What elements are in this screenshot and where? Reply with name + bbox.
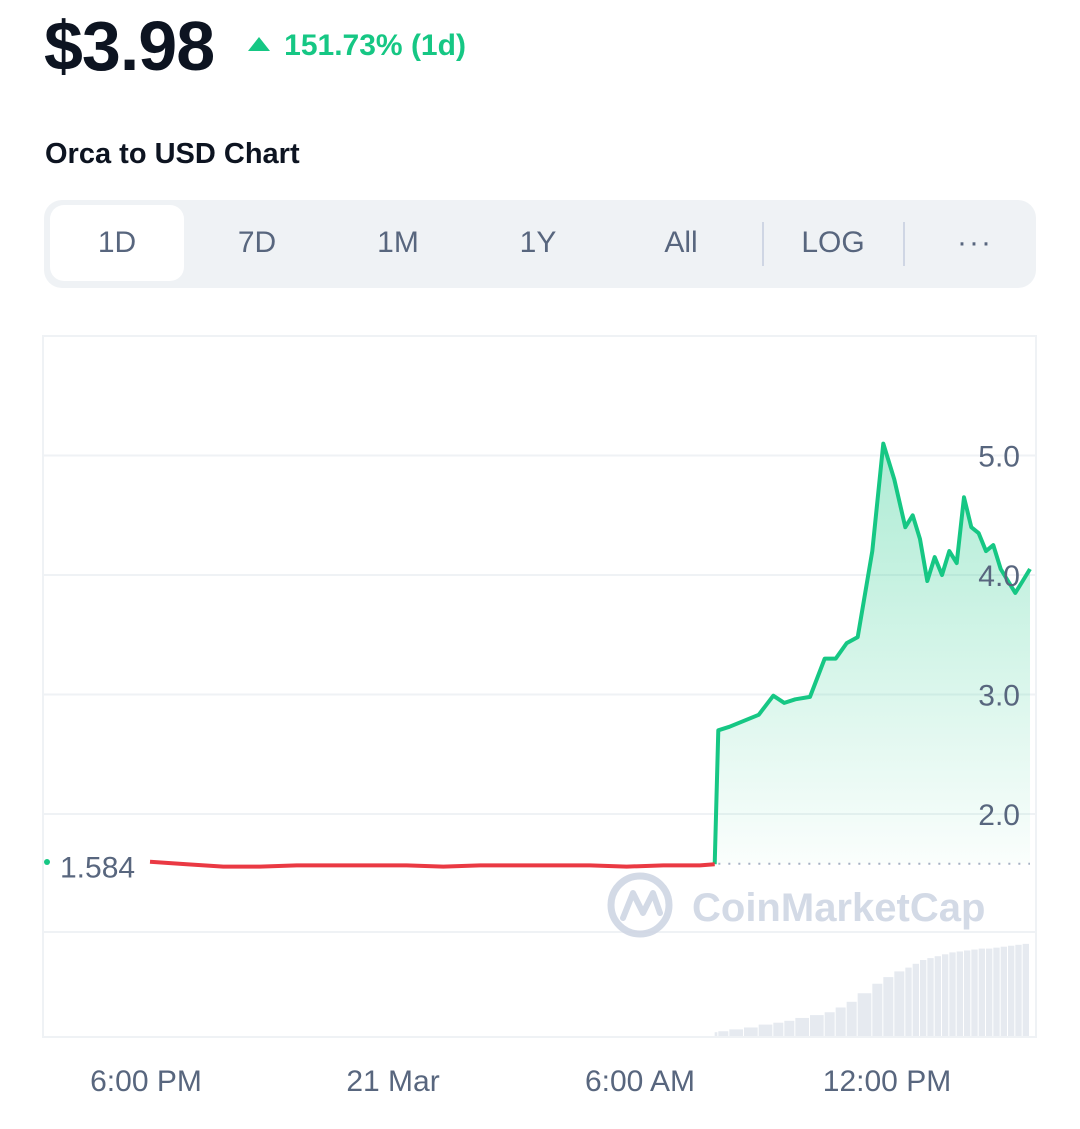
volume-bar [718, 1031, 729, 1036]
tab-divider [762, 222, 764, 266]
baseline-marker [44, 859, 50, 865]
y-tick-labels: 2.0 3.0 4.0 5.0 [978, 441, 1020, 833]
volume-bars [714, 943, 1029, 1036]
price-change-value: 151.73% (1d) [284, 29, 466, 62]
coinmarketcap-logo-wave [620, 890, 663, 921]
watermark: CoinMarketCap [607, 872, 985, 938]
price-line-below-baseline [149, 859, 715, 869]
chart-frame [42, 335, 1037, 1038]
volume-bar [1022, 943, 1029, 1036]
volume-bar [810, 1015, 824, 1036]
volume-bar [956, 951, 963, 1036]
x-tick-label: 12:00 PM [823, 1065, 951, 1098]
watermark-text: CoinMarketCap [692, 886, 985, 930]
volume-bar [978, 948, 985, 1036]
x-tick-labels: 6:00 PM 21 Mar 6:00 AM 12:00 PM [90, 1065, 951, 1098]
volume-bar [758, 1024, 773, 1036]
volume-bar [920, 960, 927, 1036]
volume-bar [714, 1032, 718, 1036]
tab-divider [903, 222, 905, 266]
volume-bar [846, 1001, 857, 1036]
y-tick-label: 5.0 [978, 441, 1020, 474]
volume-bar [857, 993, 872, 1036]
tab-1y[interactable]: 1Y [519, 226, 557, 259]
price-line [712, 441, 1032, 865]
tab-7d[interactable]: 7D [237, 226, 277, 259]
up-triangle-icon [248, 37, 271, 51]
volume-bar [912, 963, 919, 1036]
volume-bar [927, 958, 934, 1036]
tab-log[interactable]: LOG [801, 226, 865, 259]
volume-bar [894, 971, 905, 1036]
volume-bar [1008, 945, 1015, 1036]
volume-bar [971, 949, 978, 1036]
x-tick-label: 21 Mar [346, 1065, 439, 1098]
volume-bar [835, 1007, 846, 1036]
timeframe-tabs: 1D 7D 1M 1Y All LOG ··· [44, 200, 1036, 288]
volume-bar [986, 948, 993, 1036]
volume-bar [795, 1017, 809, 1036]
tab-1d[interactable]: 1D [50, 205, 184, 281]
y-tick-label: 2.0 [978, 799, 1020, 832]
tab-1m[interactable]: 1M [377, 226, 419, 259]
volume-bar [729, 1029, 743, 1036]
volume-bar [993, 947, 1000, 1036]
price-chart: CoinMarketCap 2.0 3.0 4.0 5.0 6:00 PM 21 Mar… [42, 335, 1037, 1098]
y-tick-label: 4.0 [978, 560, 1020, 593]
price-change: 151.73% (1d) [248, 29, 466, 63]
x-tick-label: 6:00 PM [90, 1065, 202, 1098]
tab-all[interactable]: All [664, 226, 698, 259]
volume-bar [964, 950, 971, 1036]
price-area-fill [714, 443, 1030, 865]
coinmarketcap-logo-icon [607, 872, 673, 938]
volume-bar [934, 956, 941, 1036]
baseline-label: 1.584 [60, 852, 135, 885]
volume-bar [773, 1022, 784, 1036]
chart-title: Orca to USD Chart [45, 138, 300, 170]
current-price: $3.98 [44, 7, 215, 85]
x-tick-label: 6:00 AM [585, 1065, 695, 1098]
price-row: $3.98 151.73% (1d) [44, 6, 466, 86]
volume-bar [824, 1012, 835, 1036]
volume-bar [949, 952, 956, 1036]
volume-bar [744, 1027, 758, 1036]
more-options-button[interactable]: ··· [957, 226, 993, 259]
volume-bar [883, 977, 894, 1036]
volume-bar [784, 1020, 795, 1036]
volume-bar [872, 983, 883, 1036]
volume-bar [1000, 946, 1007, 1036]
volume-bar [905, 967, 912, 1036]
volume-bar [1015, 944, 1022, 1036]
volume-bar [942, 954, 949, 1036]
y-tick-label: 3.0 [978, 680, 1020, 713]
